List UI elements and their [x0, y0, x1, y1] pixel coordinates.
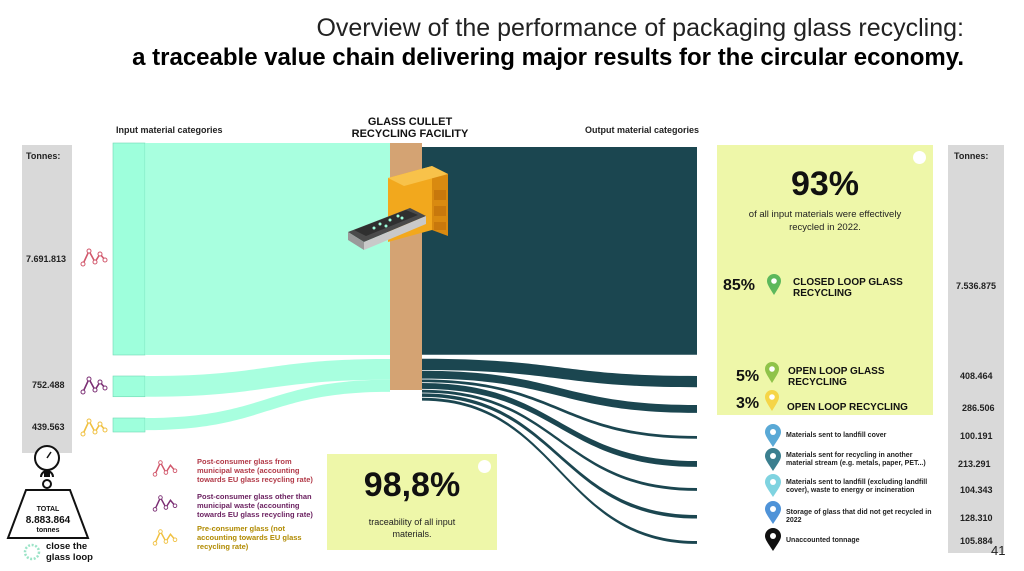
traceability-dot-icon	[478, 460, 491, 473]
output-value-landfill-energy: 104.343	[960, 485, 993, 495]
input-flow-3	[145, 379, 390, 431]
traceability-percentage: 98,8%	[363, 466, 461, 504]
output-pct-open-loop: 3%	[736, 395, 760, 412]
traceability-text-line-1: traceability of all input	[368, 517, 456, 527]
close-loop-line-2: glass loop	[46, 552, 93, 563]
output-label-open-loop-glass: OPEN LOOP GLASS RECYCLING	[788, 366, 885, 388]
pin-icon-closed-loop	[767, 274, 781, 295]
input-flow-1	[145, 143, 390, 355]
tonnes-column-right	[948, 145, 1004, 553]
input-bar-1	[112, 142, 146, 356]
legend-icon-municipal	[152, 460, 178, 477]
headline-text-line-1: of all input materials were effectively	[748, 209, 902, 220]
input-bar-3	[112, 417, 146, 433]
output-label-other-stream: Materials sent for recycling in another …	[786, 452, 926, 467]
tonnes-column-left	[22, 145, 72, 453]
output-value-closed-loop: 7.536.875	[956, 281, 997, 291]
total-value: 8.883.864	[25, 515, 71, 526]
output-flow-7	[422, 393, 697, 519]
close-loop-icon	[23, 543, 41, 561]
weight-icon	[6, 489, 90, 539]
input-value-1: 7.691.813	[26, 254, 67, 264]
output-value-landfill-cover: 100.191	[960, 431, 993, 441]
output-label-landfill-cover: Materials sent to landfill cover	[786, 432, 887, 439]
title-line-1: Overview of the performance of packaging…	[316, 14, 964, 42]
output-flow-4	[422, 379, 697, 439]
output-label-storage: Storage of glass that did not get recycl…	[786, 509, 932, 524]
traceability-text: traceability of all input materials.	[327, 516, 497, 540]
output-pct-closed-loop: 85%	[723, 277, 756, 294]
close-loop-line-1: close the	[46, 541, 88, 552]
output-label-landfill-energy: Materials sent to landfill (excluding la…	[786, 479, 928, 494]
headline-text: of all input materials were effectively …	[717, 208, 933, 234]
pin-icon-open-loop-glass	[765, 362, 779, 383]
output-value-unaccounted: 105.884	[960, 536, 993, 546]
output-value-other-stream: 213.291	[958, 459, 991, 469]
recycling-machine-icon	[348, 166, 448, 250]
header-facility: GLASS CULLET RECYCLING FACILITY	[330, 116, 490, 140]
scale-icon	[34, 445, 60, 489]
page-number: 41	[991, 543, 1006, 558]
legend-icon-other	[152, 495, 178, 512]
output-value-open-loop-glass: 408.464	[960, 371, 993, 381]
input-flow-2	[145, 359, 390, 397]
output-flow-8	[422, 397, 697, 544]
total-label: TOTAL	[36, 506, 60, 513]
header-facility-line-1: GLASS CULLET	[367, 116, 453, 128]
pin-icon-landfill-cover	[765, 424, 781, 447]
output-label-open-loop: OPEN LOOP RECYCLING	[787, 402, 908, 413]
output-value-open-loop: 286.506	[962, 403, 995, 413]
input-value-3: 439.563	[32, 422, 65, 432]
legend-icon-pre-consumer	[152, 529, 178, 546]
legend-text-other: Post-consumer glass other than municipal…	[197, 492, 313, 519]
tonnes-label-left: Tonnes:	[26, 151, 61, 161]
output-label-closed-loop: CLOSED LOOP GLASS RECYCLING	[793, 277, 903, 299]
close-loop-text: close the glass loop	[46, 541, 93, 563]
traceability-text-line-2: materials.	[392, 529, 432, 539]
input-icon-other	[80, 376, 108, 395]
pin-icon-other-stream	[765, 448, 781, 471]
input-icon-municipal	[80, 248, 108, 267]
pin-icon-open-loop	[765, 390, 779, 411]
headline-panel	[717, 145, 933, 415]
output-flow-5	[422, 383, 697, 467]
input-bar-2	[112, 375, 146, 398]
panel-dot-icon	[913, 151, 926, 164]
output-value-storage: 128.310	[960, 513, 993, 523]
output-pct-open-loop-glass: 5%	[736, 368, 760, 385]
header-output-categories: Output material categories	[585, 125, 700, 135]
output-flow-2	[422, 358, 697, 388]
output-flow-1	[422, 147, 697, 355]
headline-percentage: 93%	[790, 165, 860, 203]
legend-text-pre-consumer: Pre-consumer glass (not accounting towar…	[197, 524, 302, 551]
input-value-2: 752.488	[32, 380, 65, 390]
header-input-categories: Input material categories	[116, 125, 223, 135]
pin-icon-storage	[765, 501, 781, 524]
headline-text-line-2: recycled in 2022.	[789, 222, 861, 233]
legend-text-municipal: Post-consumer glass from municipal waste…	[197, 457, 313, 484]
input-icon-pre-consumer	[80, 418, 108, 437]
traceability-panel	[327, 454, 497, 550]
pin-icon-unaccounted	[765, 528, 781, 551]
output-label-unaccounted: Unaccounted tonnage	[786, 537, 860, 544]
pin-icon-landfill-energy	[765, 474, 781, 497]
output-flow-3	[422, 370, 697, 413]
tonnes-label-right: Tonnes:	[954, 151, 989, 161]
title-line-2: a traceable value chain delivering major…	[132, 44, 964, 71]
output-flow-6	[422, 389, 697, 491]
header-facility-line-2: RECYCLING FACILITY	[351, 128, 469, 140]
total-unit: tonnes	[36, 527, 60, 534]
